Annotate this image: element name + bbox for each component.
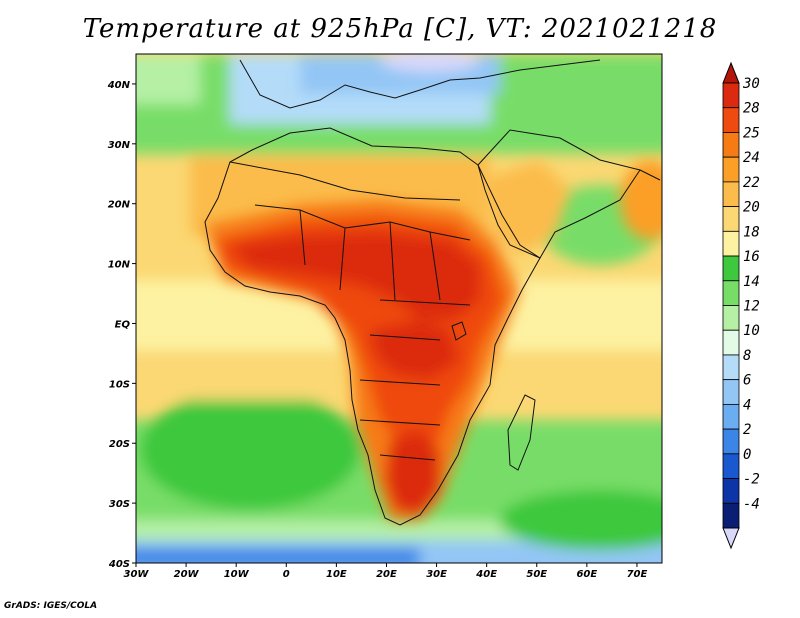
colorbar-label: 10 <box>743 323 760 339</box>
colorbar-swatch <box>722 379 740 405</box>
credit-text: GrADS: IGES/COLA <box>4 601 98 611</box>
colorbar-bottom-arrow <box>722 527 740 550</box>
colorbar-swatch <box>722 502 740 529</box>
lon-tick-label: 70E <box>627 569 648 580</box>
lat-tick-label: 10S <box>109 379 130 390</box>
colorbar-swatch <box>722 428 740 455</box>
colorbar-label: 22 <box>743 175 760 191</box>
colorbar-label: 6 <box>743 373 751 389</box>
colorbar-swatch <box>722 354 740 381</box>
arabia-coastline <box>477 129 641 259</box>
field-europe-coldest <box>380 54 480 72</box>
colorbar-label: 4 <box>743 397 751 413</box>
colorbar-swatch <box>722 181 740 208</box>
colorbar-label: 0 <box>743 447 751 463</box>
plot-frame <box>135 53 663 564</box>
lat-tick-label: EQ <box>115 319 131 330</box>
colorbar-label: 25 <box>743 125 760 141</box>
europe-coastline <box>239 59 601 109</box>
colorbar-swatch <box>722 206 740 232</box>
colorbar-label: 18 <box>743 224 760 240</box>
colorbar-label: 14 <box>743 274 760 290</box>
colorbar-swatch <box>722 156 740 183</box>
map-title: Temperature at 925hPa [C], VT: 202102121… <box>82 14 718 44</box>
colorbar-swatch <box>722 329 740 356</box>
lat-tick-label: 10N <box>108 260 131 271</box>
field-congo-30c <box>370 320 460 380</box>
colorbar-label: 24 <box>743 150 760 166</box>
lon-tick-label: 30E <box>426 569 447 580</box>
colorbar-swatch <box>722 478 740 504</box>
coastlines <box>204 59 661 526</box>
lon-tick-label: 50E <box>526 569 547 580</box>
border-lines <box>229 161 471 461</box>
lat-axis: 40N 30N 20N 10N EQ 10S 20S 30S 40S <box>107 80 136 570</box>
colorbar-swatch <box>722 403 740 430</box>
lat-tick-label: 20N <box>108 200 131 211</box>
lake-victoria <box>451 321 467 341</box>
field-sahel-30c <box>230 232 480 320</box>
lon-axis: 30W 20W 10W 0 10E 20E 30E 40E 50E 60E 70E <box>124 563 648 580</box>
colorbar-label: 16 <box>743 249 760 265</box>
colorbar-label: 20 <box>743 200 760 216</box>
lat-tick-label: 40S <box>108 559 130 570</box>
lon-tick-label: 60E <box>576 569 597 580</box>
colorbar-swatch <box>722 255 740 282</box>
lon-tick-label: 20W <box>174 569 200 580</box>
colorbar-label: 30 <box>742 76 760 92</box>
lon-tick-label: 20E <box>376 569 397 580</box>
colorbar-label: 28 <box>743 101 760 117</box>
colorbar-label: 8 <box>743 348 751 364</box>
lat-tick-label: 40N <box>107 80 131 91</box>
lat-tick-label: 30S <box>109 499 130 510</box>
field-south-africa-30c <box>385 430 440 515</box>
colorbar-label: -2 <box>743 472 760 488</box>
lon-tick-label: 30W <box>124 569 150 580</box>
field-south-atlantic-16c <box>140 390 360 510</box>
lon-tick-label: 0 <box>283 569 290 580</box>
field-south-ocean-coldest <box>136 548 420 563</box>
colorbar-swatch <box>722 82 740 109</box>
colorbar-swatch <box>722 230 740 257</box>
colorbar-label: -4 <box>743 496 760 512</box>
colorbar-swatch <box>722 280 740 306</box>
field-indian-ocean-16c <box>500 490 662 550</box>
colorbar-swatch <box>722 132 740 158</box>
colorbar-swatch <box>722 453 740 479</box>
field-atlantic-north <box>136 54 200 104</box>
africa-coastline <box>204 127 541 526</box>
lon-tick-label: 40E <box>475 569 497 580</box>
field-arabia-22c <box>480 160 570 255</box>
colorbar-label: 2 <box>743 422 751 438</box>
colorbar-label: 12 <box>743 299 760 315</box>
madagascar-coastline <box>507 394 536 471</box>
temperature-field <box>136 54 662 563</box>
field-india-24c <box>620 160 662 240</box>
lon-tick-label: 10E <box>326 569 347 580</box>
lon-tick-label: 10W <box>224 569 250 580</box>
india-coastline <box>639 169 661 181</box>
colorbar-swatch <box>722 305 740 331</box>
lat-tick-label: 30N <box>108 140 131 151</box>
lat-tick-label: 20S <box>109 439 130 450</box>
colorbar-top-arrow <box>722 61 740 84</box>
colorbar-swatch <box>722 107 740 133</box>
